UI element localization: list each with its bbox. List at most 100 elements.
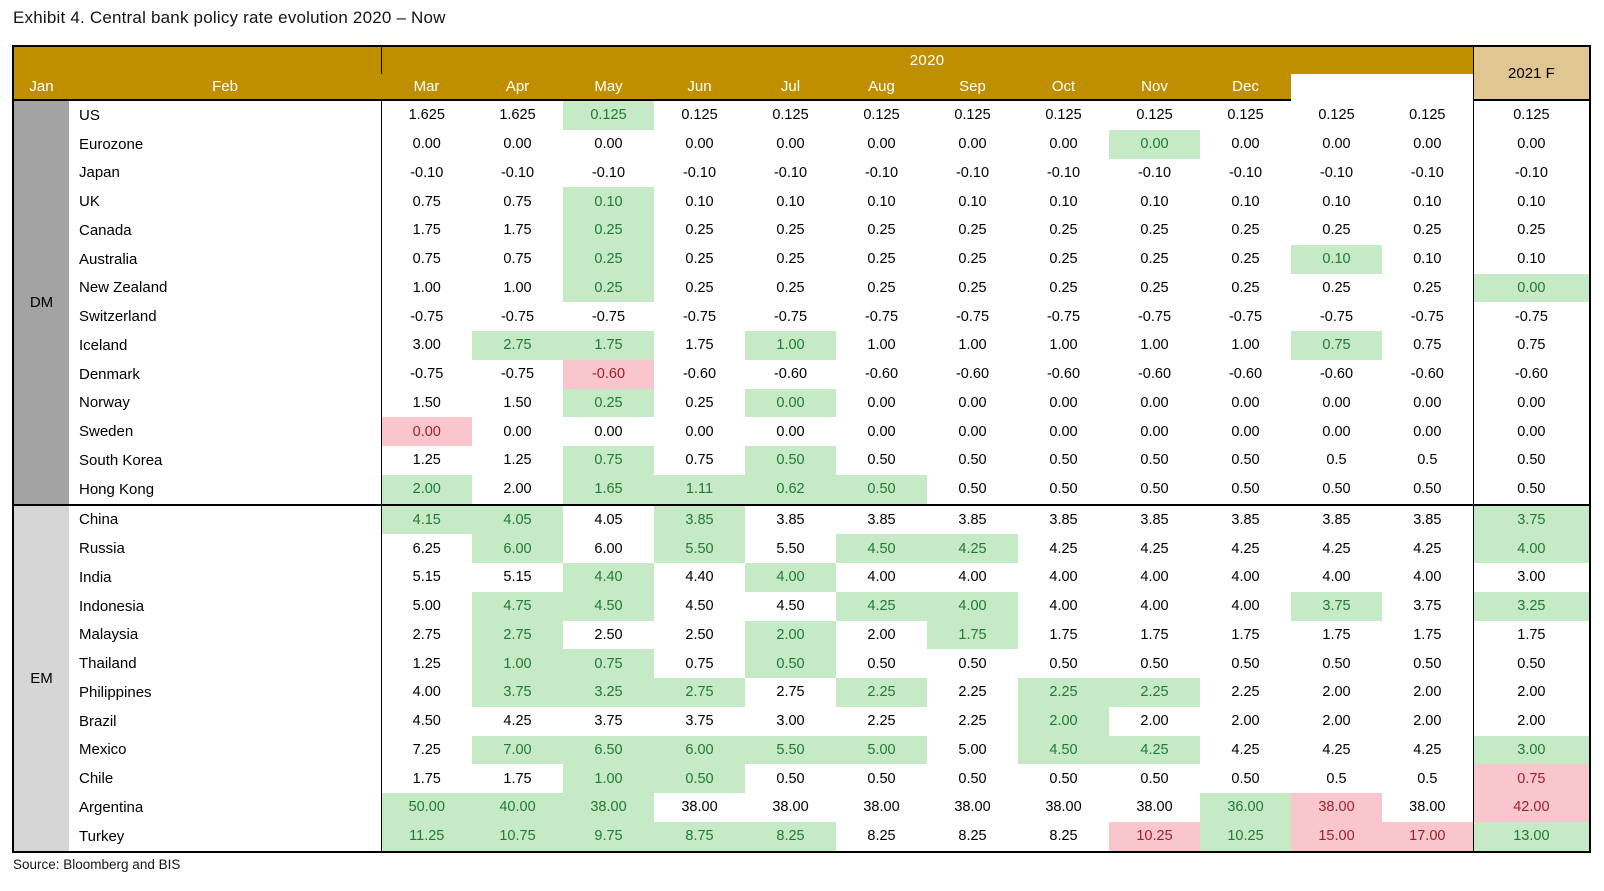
rate-cell: -0.60 (1410, 366, 1444, 383)
rate-cell: 0.25 (867, 222, 896, 239)
rate-cell: 2.00 (1322, 713, 1351, 730)
rate-cell: -0.60 (1228, 366, 1263, 383)
rate-cell: 1.00 (412, 279, 441, 296)
rate-cell: 0.125 (1318, 106, 1355, 123)
rate-cell: 0.25 (563, 388, 654, 418)
rate-cell: -0.10 (500, 164, 535, 181)
rate-cell: 6.00 (472, 534, 563, 563)
rate-cell: 0.10 (1049, 193, 1078, 210)
rate-cell: 1.00 (745, 331, 836, 360)
table-row-us: DM US 1.625 1.625 0.125 0.125 0.125 0.125 0.125 0… (13, 100, 1591, 505)
rate-cell: 2.75 (472, 620, 563, 650)
rate-cell: -0.60 (563, 359, 654, 389)
rate-cell: 0.50 (1322, 655, 1351, 672)
rate-cell: 0.00 (958, 394, 987, 411)
country-label: Indonesia (69, 591, 382, 621)
rate-cell: 1.00 (1049, 337, 1078, 354)
rate-cell: 0.25 (1413, 279, 1442, 296)
rate-cell: 3.75 (1291, 591, 1382, 621)
rate-cell: -0.60 (955, 366, 990, 383)
rate-cell: 0.00 (1231, 394, 1260, 411)
rate-cell: -0.75 (410, 308, 444, 325)
rate-cell: 2.00 (1322, 684, 1351, 701)
rate-cell: 0.25 (867, 251, 896, 268)
rate-cell: 0.00 (1231, 136, 1260, 153)
rate-cell: 0.50 (1231, 452, 1260, 469)
rate-cell: 0.25 (1231, 222, 1260, 239)
table-row-malaysia: Malaysia 2.75 2.75 2.50 2.50 2.00 2.00 1.75 1.75… (13, 620, 1591, 650)
rate-cell: 3.75 (1413, 598, 1442, 615)
rate-cell: 3.85 (1291, 503, 1382, 535)
rate-cell: -0.75 (682, 308, 717, 325)
rate-cell: 2.00 (1413, 713, 1442, 730)
forecast-cell: 0.125 (1472, 100, 1591, 130)
rate-cell: 3.85 (1018, 503, 1109, 535)
rate-cell: 1.75 (927, 620, 1018, 650)
rate-cell: 2.75 (472, 331, 563, 360)
rate-cell: -0.10 (1319, 164, 1354, 181)
country-label: Mexico (69, 735, 382, 765)
forecast-cell: 0.50 (1472, 446, 1591, 475)
rate-cell: 38.00 (1291, 793, 1382, 822)
forecast-cell: 0.75 (1472, 331, 1591, 360)
rate-cell: 2.50 (685, 626, 714, 643)
table-row-new-zealand: New Zealand 1.00 1.00 0.25 0.25 0.25 0.25 0.25 0… (13, 273, 1591, 303)
table-row-china: EM China 4.15 4.05 4.05 3.85 3.85 3.85 3.85 3.85 3… (13, 503, 1591, 852)
table-row-uk: UK 0.75 0.75 0.10 0.10 0.10 0.10 0.10 0.10 0.10 0.… (13, 187, 1591, 216)
rate-cell: 3.85 (927, 503, 1018, 535)
rate-cell: 0.25 (1322, 222, 1351, 239)
rate-cell: -0.75 (591, 308, 626, 325)
policy-rate-table: 2020 2021 F Jan Feb Mar Apr May Jun Jul Aug Sep O… (12, 45, 1592, 853)
rate-cell: 40.00 (472, 793, 563, 822)
table-row-thailand: Thailand 1.25 1.00 0.75 0.75 0.50 0.50 0.50 0.50… (13, 649, 1591, 678)
rate-cell: 4.05 (472, 503, 563, 535)
rate-cell: 0.50 (867, 452, 896, 469)
rate-cell: -0.60 (1046, 366, 1081, 383)
rate-cell: 1.75 (503, 770, 532, 787)
rate-cell: 2.00 (503, 481, 532, 498)
country-label: India (69, 563, 382, 592)
rate-cell: 4.00 (1322, 569, 1351, 586)
rate-cell: 0.25 (685, 279, 714, 296)
rate-cell: 0.25 (1140, 222, 1169, 239)
corner-cell (13, 46, 382, 74)
rate-cell: 1.65 (563, 474, 654, 505)
table-row-australia: Australia 0.75 0.75 0.25 0.25 0.25 0.25 0.25 0.2… (13, 244, 1591, 274)
table-row-argentina: Argentina 50.00 40.00 38.00 38.00 38.00 38.00 3… (13, 793, 1591, 822)
rate-cell: 4.25 (1140, 540, 1169, 557)
rate-cell: 0.75 (685, 452, 714, 469)
rate-cell: -0.60 (773, 366, 808, 383)
rate-cell: 4.25 (1049, 540, 1078, 557)
rate-cell: 4.25 (927, 534, 1018, 563)
table-row-russia: Russia 6.25 6.00 6.00 5.50 5.50 4.50 4.25 4.25 4.… (13, 534, 1591, 563)
rate-cell: -0.10 (591, 164, 626, 181)
group-label-dm: DM (13, 100, 69, 505)
rate-cell: 0.25 (685, 251, 714, 268)
rate-cell: -0.10 (410, 164, 444, 181)
rate-cell: 0.50 (1140, 452, 1169, 469)
month-header-apr: Apr (472, 74, 563, 101)
country-label: Chile (69, 764, 382, 793)
month-header-mar: Mar (381, 74, 472, 101)
rate-cell: 0.25 (776, 279, 805, 296)
rate-cell: 0.00 (745, 388, 836, 418)
rate-cell: 2.75 (776, 684, 805, 701)
rate-cell: 4.50 (836, 534, 927, 563)
rate-cell: 0.75 (503, 193, 532, 210)
rate-cell: 1.00 (563, 764, 654, 793)
rate-cell: 3.00 (776, 713, 805, 730)
rate-cell: 7.00 (472, 735, 563, 765)
forecast-cell: 2.00 (1472, 706, 1591, 736)
rate-cell: 0.25 (563, 244, 654, 274)
rate-cell: 0.50 (867, 655, 896, 672)
rate-cell: 0.00 (594, 136, 623, 153)
year-header: 2020 (381, 46, 1474, 74)
rate-cell: 0.00 (594, 423, 623, 440)
rate-cell: 0.00 (685, 423, 714, 440)
month-header-jun: Jun (654, 74, 745, 101)
rate-cell: 5.15 (412, 569, 441, 586)
rate-cell: 10.25 (1200, 821, 1291, 852)
rate-cell: 0.00 (381, 417, 472, 446)
rate-cell: -0.75 (1228, 308, 1263, 325)
rate-cell: 0.50 (958, 655, 987, 672)
